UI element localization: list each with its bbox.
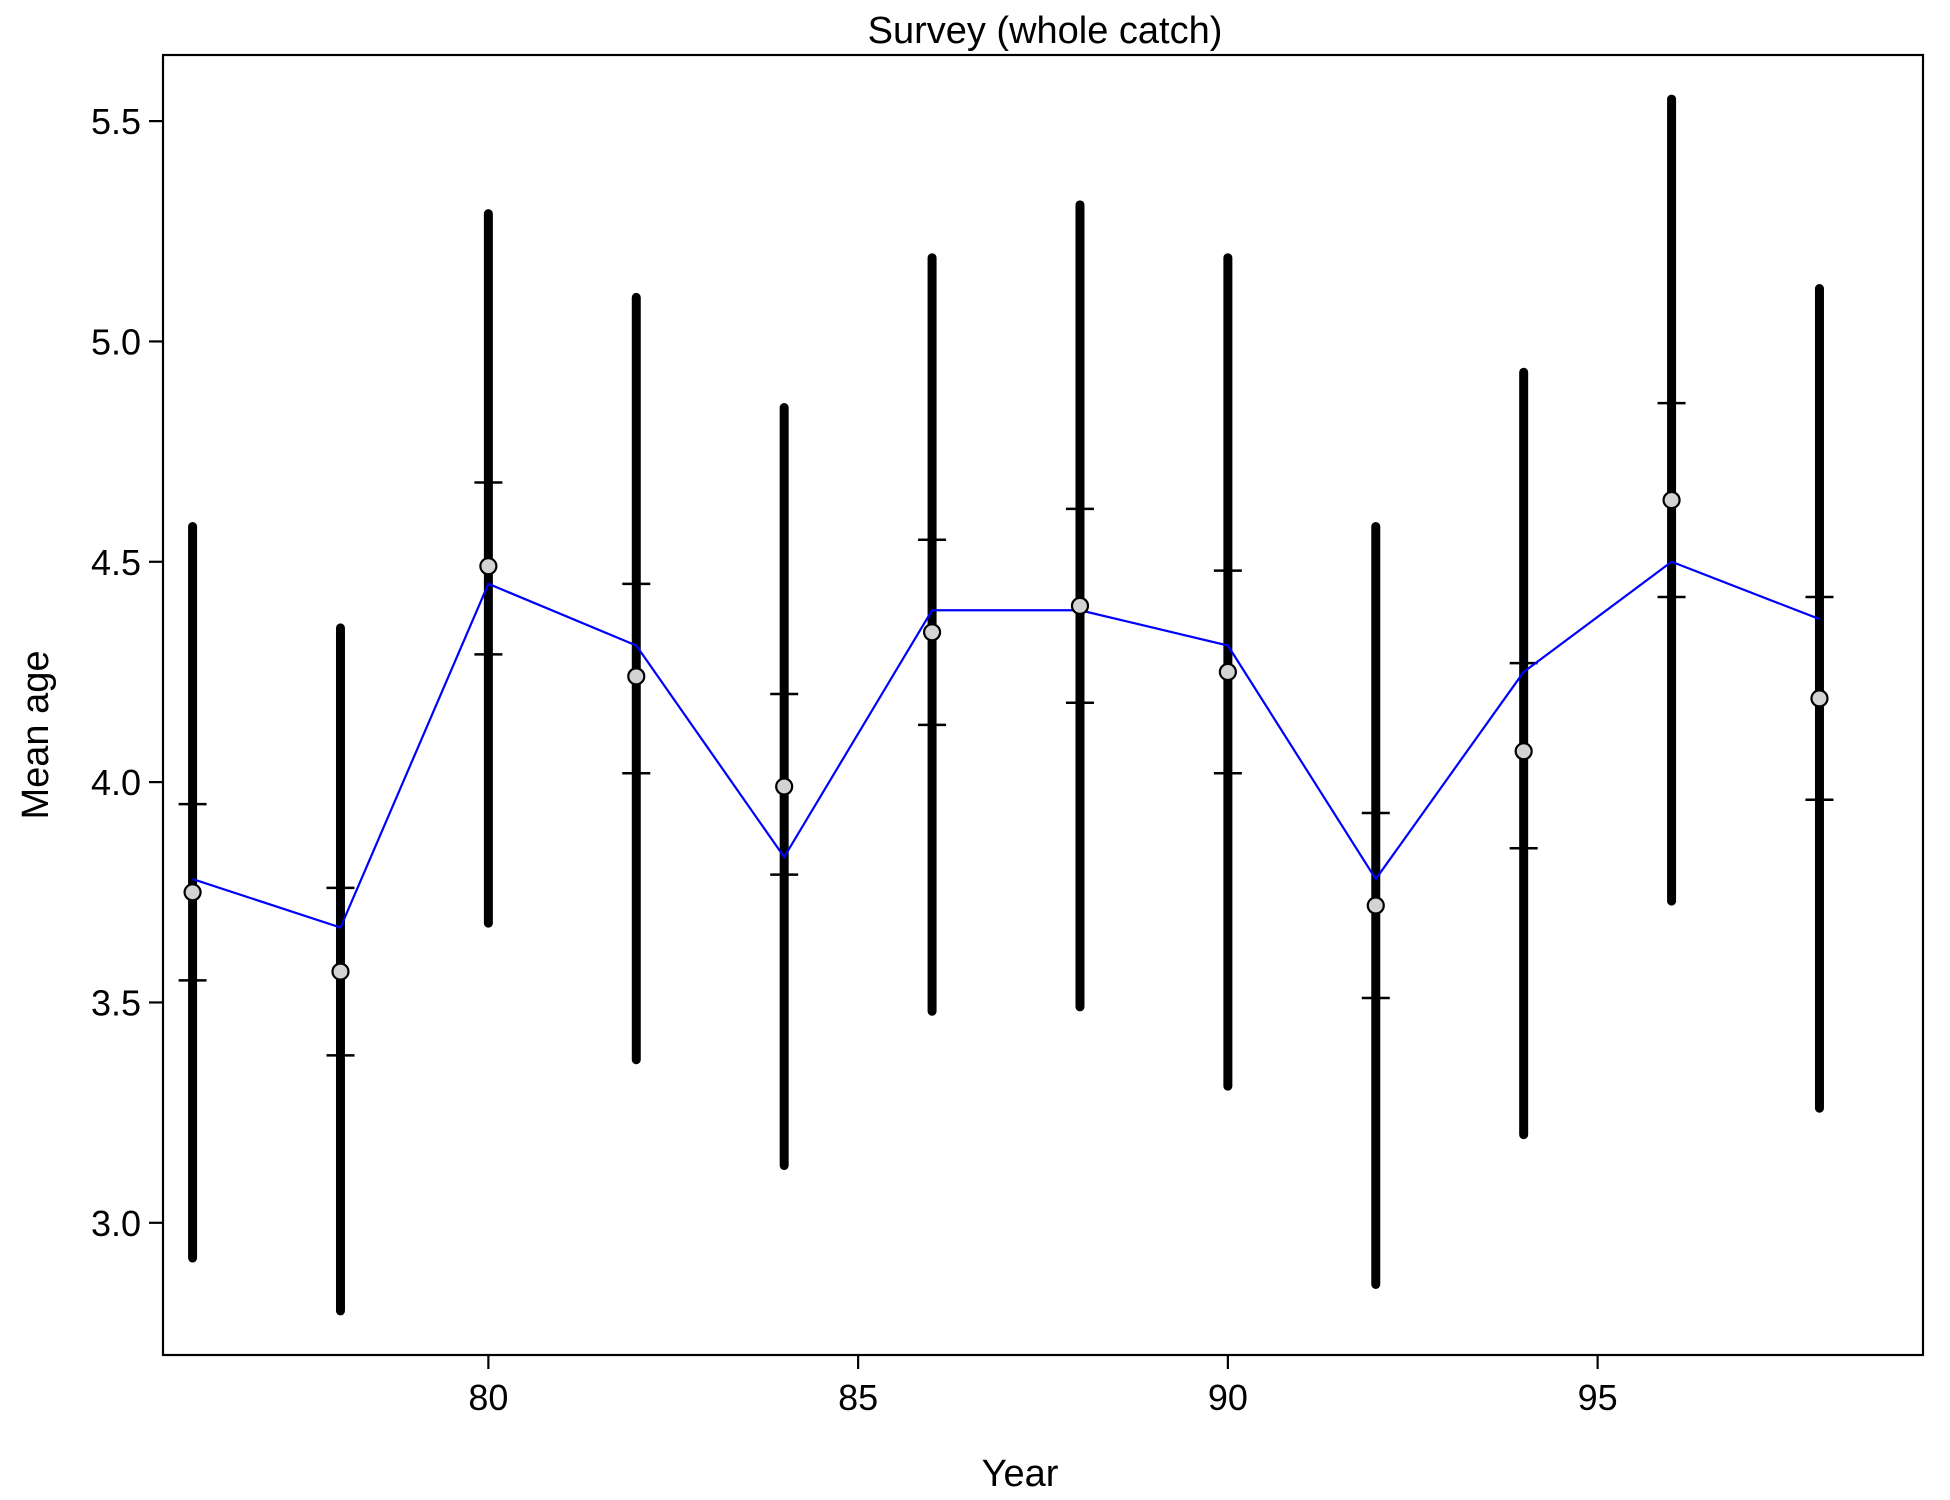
observed-point	[775, 777, 794, 796]
observed-point	[1070, 596, 1090, 615]
expected-series	[192, 560, 1820, 929]
expected-line	[192, 560, 1820, 929]
y-tick-label: 4.5	[91, 542, 141, 583]
observed-point	[183, 883, 202, 902]
y-tick-label: 3.5	[91, 982, 141, 1023]
inner-interval-ticks	[178, 401, 1834, 1057]
observed-point	[1662, 490, 1681, 510]
observed-point	[1218, 662, 1237, 682]
observed-point	[1514, 742, 1533, 761]
x-tick-label: 90	[1208, 1377, 1248, 1418]
x-tick-label: 95	[1578, 1377, 1618, 1418]
observed-point	[1810, 689, 1829, 708]
observed-point	[922, 623, 942, 642]
observed-point	[479, 557, 498, 576]
y-tick-label: 5.5	[91, 101, 141, 142]
observed-point	[1366, 896, 1385, 915]
x-axis-label: Year	[982, 1453, 1059, 1495]
x-tick-label: 85	[838, 1377, 878, 1418]
x-tick-label: 80	[468, 1377, 508, 1418]
axes: 80 85 90 95 3.0 3.5 4.0 4.5 5.0 5.5	[91, 53, 1925, 1418]
plot-frame	[161, 53, 1925, 1357]
observed-series	[183, 490, 1829, 981]
observed-point	[627, 667, 646, 686]
y-tick-label: 4.0	[91, 762, 141, 803]
observed-point	[331, 962, 350, 981]
y-tick-label: 5.0	[91, 321, 141, 362]
y-tick-label: 3.0	[91, 1203, 141, 1244]
chart-title: Survey (whole catch)	[868, 10, 1223, 52]
y-axis-label: Mean age	[15, 650, 57, 819]
